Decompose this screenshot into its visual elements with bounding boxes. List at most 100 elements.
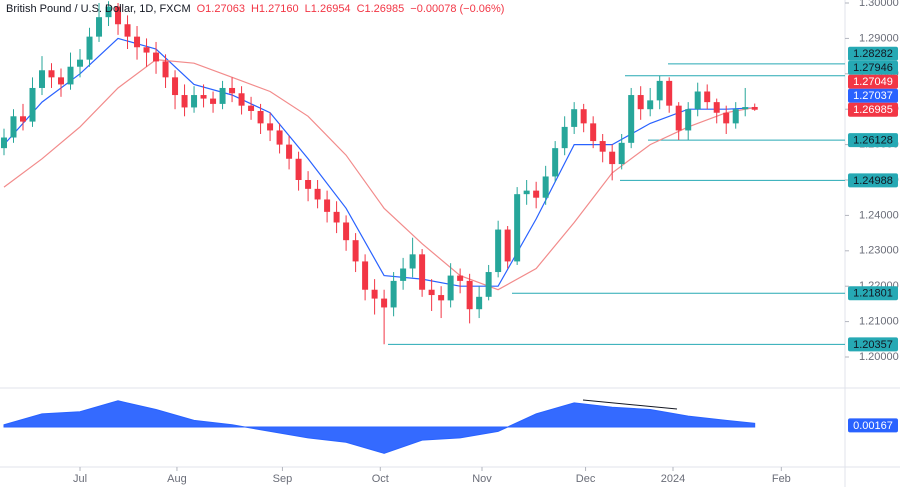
candle-body: [381, 298, 388, 308]
price-axis: 1.200001.210001.220001.230001.240001.250…: [845, 0, 899, 433]
candle-body: [48, 70, 55, 78]
candle-body: [219, 87, 226, 104]
candle-body: [162, 61, 169, 78]
x-tick-label: Feb: [772, 473, 791, 485]
x-tick-label: Sep: [273, 473, 293, 485]
candle-body: [200, 95, 207, 99]
y-tick-label: 1.23000: [859, 245, 899, 257]
candle-body: [732, 109, 739, 124]
candle-body: [495, 229, 502, 273]
y-tick-label: 1.30000: [859, 0, 899, 9]
x-tick-label: Oct: [372, 473, 389, 485]
candle-body: [210, 98, 217, 104]
candle-body: [172, 77, 179, 96]
candle-body: [67, 66, 74, 85]
candle-body: [58, 77, 65, 85]
price-label: 1.27946: [853, 62, 893, 74]
candle-body: [96, 17, 103, 37]
ohlc-value: L1.26954: [305, 3, 351, 15]
candle-body: [694, 91, 701, 110]
x-tick-label: 2024: [661, 473, 685, 485]
moving-average: [3, 37, 755, 287]
candle-body: [286, 144, 293, 159]
candle-body: [115, 6, 122, 25]
candle-body: [0, 137, 7, 149]
candle-body: [343, 222, 350, 241]
candle-body: [618, 142, 625, 165]
candle-body: [485, 272, 492, 297]
candle-body: [134, 36, 141, 48]
oscillator-label: 0.00167: [853, 420, 893, 432]
price-label: 1.21801: [853, 288, 893, 300]
y-tick-label: 1.29000: [859, 32, 899, 44]
x-tick-label: Dec: [576, 473, 596, 485]
candle-body: [371, 289, 378, 299]
price-label: 1.26128: [853, 134, 893, 146]
candle-body: [238, 93, 245, 106]
candle-body: [713, 102, 720, 113]
candle-body: [457, 275, 464, 281]
chart-title: British Pound / U.S. Dollar, 1D, FXCM: [6, 3, 191, 15]
x-tick-label: Nov: [472, 473, 492, 485]
candle-body: [599, 141, 606, 152]
candle-body: [400, 268, 407, 281]
plot-area: [0, 1, 845, 345]
candle-body: [523, 190, 530, 195]
price-label-box: [848, 60, 898, 75]
price-label: 1.24988: [853, 175, 893, 187]
candle-body: [229, 87, 236, 94]
candle-body: [181, 95, 188, 108]
candle-body: [609, 151, 616, 165]
candle-body: [723, 112, 730, 124]
candle-body: [362, 261, 369, 290]
candle-body: [571, 109, 578, 127]
candle-body: [191, 95, 198, 108]
candle-body: [19, 116, 26, 122]
ohlc-header: O1.27063 H1.27160 L1.26954 C1.26985 −0.00078…: [197, 3, 505, 15]
price-label: 1.27049: [853, 76, 893, 88]
moving-average: [3, 58, 755, 291]
candle-body: [86, 36, 93, 60]
ohlc-value: C1.26985: [357, 3, 405, 15]
candle-body: [675, 105, 682, 131]
price-label: 1.20357: [853, 339, 893, 351]
oscillator-area: [3, 400, 756, 454]
candle-body: [409, 254, 416, 269]
x-tick-label: Aug: [167, 473, 187, 485]
candle-body: [305, 180, 312, 189]
price-label: 1.27037: [853, 90, 893, 102]
price-label: 1.28282: [853, 48, 893, 60]
candle-body: [438, 295, 445, 301]
candle-body: [29, 87, 36, 122]
candle-body: [333, 211, 340, 223]
candle-body: [476, 296, 483, 310]
candle-body: [552, 148, 559, 177]
candle-body: [267, 123, 274, 131]
divergence-line: [582, 399, 678, 410]
y-tick-label: 1.21000: [859, 316, 899, 328]
price-label: 1.26985: [853, 104, 893, 116]
ohlc-value: H1.27160: [251, 3, 299, 15]
oscillator-label-box: [848, 418, 898, 433]
candle-body: [514, 194, 521, 262]
candle-body: [590, 123, 597, 142]
candle-body: [466, 280, 473, 310]
price-label-box: [848, 74, 898, 89]
candle-body: [77, 59, 84, 67]
candle-body: [314, 188, 321, 200]
price-label-box: [848, 173, 898, 188]
candle-body: [751, 106, 758, 110]
candle-body: [428, 289, 435, 296]
candle-body: [628, 95, 635, 143]
candle-body: [105, 6, 112, 18]
candle-body: [324, 199, 331, 212]
candle-body: [533, 190, 540, 198]
ohlc-value: −0.00078 (−0.06%): [410, 3, 504, 15]
candle-body: [685, 109, 692, 131]
price-label-box: [848, 88, 898, 103]
candle-body: [666, 80, 673, 106]
x-tick-label: Jul: [73, 473, 87, 485]
price-label-box: [848, 286, 898, 301]
ohlc-value: O1.27063: [197, 3, 245, 15]
